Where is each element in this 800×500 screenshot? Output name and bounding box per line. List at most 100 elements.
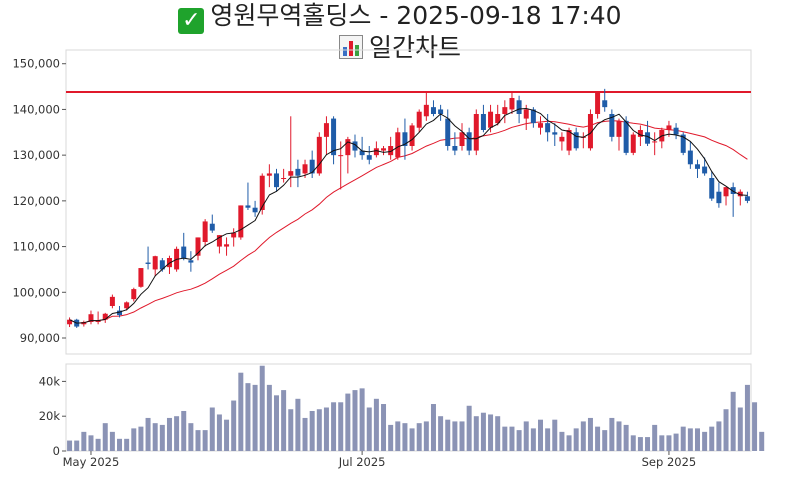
volume-bar [109,431,115,451]
volume-bar [495,416,501,451]
volume-bar [466,405,472,451]
price-plot-frame [65,49,752,355]
volume-bar [452,421,458,451]
volume-bar [266,384,272,451]
volume-bar [295,398,301,451]
volume-tick-label: 0 [53,444,60,458]
chart-subtitle-text: 일간차트 [368,33,461,62]
candle-body [430,107,436,114]
candle-body [602,100,608,108]
volume-bar [723,409,729,451]
candle-body [609,114,615,137]
volume-plot-frame [65,363,752,452]
volume-bar [366,407,372,451]
volume-bar [623,424,629,451]
volume-bar [737,407,743,451]
candle-body [366,155,372,160]
volume-bar [430,404,436,451]
x-tick-label: Sep 2025 [642,455,697,469]
candle-body [566,130,572,151]
volume-bar [331,402,337,451]
volume-bar [181,410,187,451]
volume-bar [445,419,451,451]
volume-bar [630,435,636,451]
candle-body [538,123,544,128]
volume-bar [559,431,565,451]
candle-body [473,114,479,151]
candle-body [273,173,279,188]
chart-title: ✓ 영원무역홀딩스 - 2025-09-18 17:40 [0,1,800,34]
volume-bar [323,407,329,451]
candle-body [295,168,301,176]
candle-body [338,155,344,157]
volume-bar [74,440,80,451]
candle-body [67,319,73,325]
candle-body [709,178,715,199]
candle-body [416,111,422,128]
candle-body [645,132,651,144]
candle-body [245,205,251,208]
volume-bar [245,383,251,451]
volume-bar [95,438,101,451]
candle-body [188,260,194,263]
volume-bar [730,391,736,451]
volume-bar [102,423,108,451]
volume-bar [302,417,308,451]
candle-body [381,148,387,151]
volume-bar [131,428,137,451]
candle-body [637,130,643,137]
chart-title-text: 영원무역홀딩스 - 2025-09-18 17:40 [210,1,622,30]
candle-body [238,205,244,238]
candle-body [694,164,700,169]
volume-bar [552,419,558,451]
candle-body [488,111,494,128]
candle-body [530,109,536,124]
candle-body [181,246,187,258]
volume-bar [473,416,479,451]
x-tick-label: May 2025 [63,455,120,469]
candle-body [231,232,237,238]
volume-bar [438,416,444,451]
candle-body [616,120,622,137]
candle-body [423,104,429,117]
candle-body [309,159,315,174]
volume-bar [209,407,215,451]
volume-bar [423,421,429,451]
price-tick-label: 140,000 [12,102,60,116]
candle-body [652,141,658,143]
volume-bar [159,424,165,451]
check-mark-icon: ✓ [178,8,205,34]
volume-bar [316,409,322,451]
volume-bar [709,426,715,451]
candle-body [266,173,272,176]
candle-body [102,313,108,320]
candle-body [744,196,750,201]
volume-bar [652,424,658,451]
volume-bar [231,400,237,451]
volume-bar [359,388,365,451]
volume-bar [530,428,536,451]
candle-body [373,148,379,156]
volume-bar [573,428,579,451]
candle-body [559,136,565,142]
candle-body [587,114,593,149]
volume-bar [752,402,758,451]
ma-long-line [69,120,748,324]
candle-body [523,109,529,119]
volume-bar [523,421,529,451]
volume-bar [702,431,708,451]
candle-body [445,118,451,146]
candle-body [352,141,358,151]
candle-body [224,244,230,247]
volume-bar [744,384,750,451]
candle-body [145,262,151,264]
price-tick-label: 110,000 [12,240,60,254]
candle-body [409,125,415,146]
volume-bar [716,421,722,451]
candle-body [716,191,722,204]
volume-bar [202,430,208,451]
volume-bar [216,414,222,451]
candle-body [702,166,708,174]
candle-body [216,235,222,247]
